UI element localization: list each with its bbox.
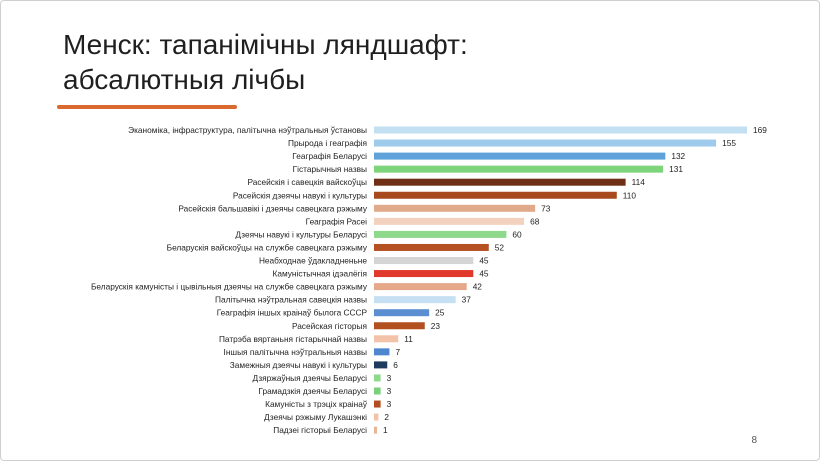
bar [374, 178, 626, 186]
value-label: 3 [387, 399, 392, 409]
bar [374, 204, 536, 212]
value-label: 45 [479, 269, 489, 279]
category-label: Патрэба вяртаньня гістарычнай назвы [219, 334, 367, 344]
category-label: Замежныя дзеячы навукі і культуры [230, 360, 367, 370]
category-label: Дзеячы навукі і культуры Беларусі [235, 229, 367, 239]
category-label: Камуністы з трэціх краінаў [265, 399, 368, 409]
title-line-2: абсалютныя лічбы [63, 64, 306, 95]
value-label: 110 [623, 190, 637, 200]
bar [374, 152, 666, 160]
category-label: Беларускія камуністы і цывільныя дзеячы … [91, 282, 368, 292]
value-label: 1 [383, 425, 388, 435]
category-label: Эканоміка, інфраструктура, палітычна нэў… [128, 125, 367, 135]
bar [374, 283, 467, 291]
bar [374, 374, 381, 382]
category-label: Геаграфія іншых краінаў былога СССР [217, 308, 368, 318]
bar-chart: Эканоміка, інфраструктура, палітычна нэў… [91, 125, 767, 435]
title-line-1: Менск: тапанімічны ляндшафт: [63, 29, 468, 60]
bar [374, 257, 474, 264]
category-label: Падзеі гісторыі Беларусі [273, 425, 367, 435]
value-label: 11 [404, 334, 413, 344]
value-label: 2 [384, 412, 389, 422]
value-label: 7 [395, 347, 400, 357]
bar [374, 335, 399, 343]
bar [374, 387, 381, 395]
category-label: Іншыя палітычна нэўтральныя назвы [224, 347, 367, 357]
bar [374, 270, 474, 278]
value-label: 131 [669, 164, 683, 174]
bar [374, 126, 747, 134]
bar [374, 426, 377, 434]
bar [374, 139, 717, 147]
bar [374, 322, 425, 330]
bar [374, 191, 617, 199]
bar [374, 348, 390, 356]
value-label: 73 [541, 203, 551, 213]
category-label: Геаграфія Расеі [306, 216, 368, 226]
bar [374, 243, 489, 251]
value-label: 68 [530, 216, 540, 226]
value-label: 45 [479, 256, 489, 266]
bar [374, 296, 456, 304]
value-label: 60 [512, 229, 522, 239]
value-label: 42 [473, 282, 483, 292]
value-label: 169 [753, 125, 767, 135]
category-label: Прырода і геаграфія [288, 138, 367, 148]
bar [374, 413, 379, 421]
category-label: Беларускія вайскоўцы на службе савецкага… [167, 242, 368, 252]
category-label: Геаграфія Беларусі [292, 151, 367, 161]
value-label: 155 [722, 138, 736, 148]
value-label: 114 [632, 177, 646, 187]
page-number: 8 [751, 435, 757, 446]
value-label: 6 [393, 360, 398, 370]
category-label: Камуністычная ідэалёгія [273, 269, 368, 279]
value-label: 52 [495, 242, 505, 252]
category-label: Расейскія і савецкія вайскоўцы [248, 177, 368, 187]
slide-title: Менск: тапанімічны ляндшафт: абсалютныя … [63, 27, 468, 97]
value-label: 23 [431, 321, 441, 331]
bar [374, 230, 507, 238]
bar [374, 309, 430, 317]
category-label: Палітычна нэўтральная савецкія назвы [215, 295, 367, 305]
category-label: Расейскія дзеячы навукі і культуры [233, 190, 367, 200]
value-label: 37 [462, 295, 472, 305]
category-label: Расейская гісторыя [292, 321, 367, 331]
category-label: Гістарычныя назвы [293, 164, 367, 174]
bar [374, 217, 525, 225]
value-label: 132 [671, 151, 685, 161]
category-label: Дзяржаўныя дзеячы Беларусі [252, 373, 367, 383]
bar [374, 165, 664, 173]
value-label: 3 [387, 373, 392, 383]
category-label: Дзеячы рэжыму Лукашэнкі [264, 412, 367, 422]
bar [374, 400, 381, 408]
category-label: Грамадзкія дзеячы Беларусі [258, 386, 367, 396]
bar [374, 361, 388, 369]
value-label: 25 [435, 308, 445, 318]
title-underline [57, 105, 237, 109]
category-label: Расейскія бальшавікі і дзеячы савецкага … [178, 203, 368, 213]
value-label: 3 [387, 386, 392, 396]
category-label: Неабходнае ўдакладненьне [259, 256, 367, 266]
